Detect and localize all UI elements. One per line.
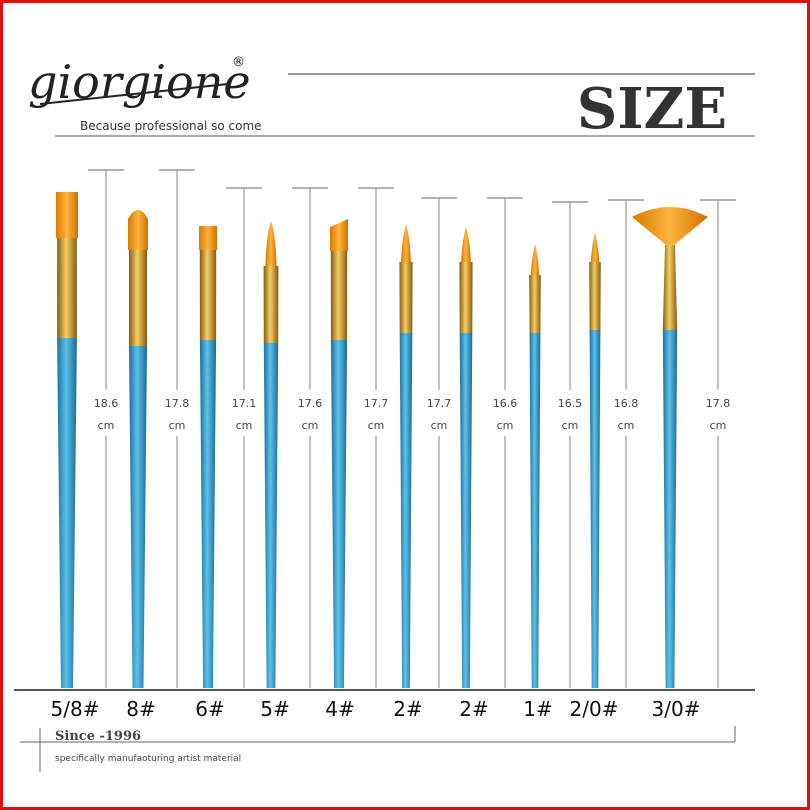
ferrule [199,250,217,340]
handle [263,343,279,688]
brushes: 18.6 cm 5/8# 17.8 cm 8# 17.1 cm 6# 17.6 cm 5# 17.7 cm… [51,169,736,721]
length: 16.6 [493,397,518,410]
handle [529,333,541,688]
bristles [330,219,348,251]
ferrule [459,262,473,333]
brand-swash [39,83,229,105]
label-bg [228,390,260,436]
handle [459,333,473,688]
label-bg [489,390,521,436]
label-bg [294,390,326,436]
bristles [265,221,277,266]
label-bg [90,390,122,436]
handle [330,340,348,688]
brand: giorgione [28,55,251,109]
handle [129,346,147,688]
bristles [530,244,540,275]
length: 17.1 [232,397,257,410]
bristles [401,224,411,262]
length: 17.8 [706,397,731,410]
unit: cm [236,419,253,432]
label-bg [423,390,455,436]
label-bg [702,390,734,436]
brush-size: 3/0# [652,697,701,721]
bristles [461,227,471,262]
ferrule [330,251,348,340]
length: 18.6 [94,397,119,410]
unit: cm [368,419,385,432]
unit: cm [618,419,635,432]
label-bg [610,390,642,436]
since: Since -1996 [55,729,141,744]
ferrule [57,238,77,338]
unit: cm [302,419,319,432]
label-bg [554,390,586,436]
tagline: Because professional so come [80,119,262,133]
unit: cm [497,419,514,432]
bristles [632,207,708,245]
brush-size: 2# [393,697,422,721]
brush-size: 5# [260,697,289,721]
handle [399,333,413,688]
ferrule [589,262,601,330]
brush-size: 5/8# [51,697,100,721]
handle [199,340,217,688]
title: SIZE [577,76,727,142]
bristles [590,232,600,262]
brush-size: 1# [523,697,552,721]
unit: cm [98,419,115,432]
ferrule [399,262,413,333]
brush-size: 8# [126,697,155,721]
trademark: ® [232,55,245,70]
brush-size: 4# [325,697,354,721]
length: 16.5 [558,397,583,410]
length: 17.8 [165,397,190,410]
length: 16.8 [614,397,639,410]
unit: cm [431,419,448,432]
length: 17.7 [364,397,389,410]
brush-size: 2/0# [570,697,619,721]
length: 17.6 [298,397,323,410]
handle [662,330,678,688]
ferrule [263,266,279,343]
label-bg [161,390,193,436]
handle [57,338,77,688]
unit: cm [169,419,186,432]
handle [589,330,601,688]
bristles [56,192,78,238]
unit: cm [710,419,727,432]
length: 17.7 [427,397,452,410]
ferrule [129,250,147,346]
ferrule [529,275,541,333]
label-bg [360,390,392,436]
bristles [128,210,148,250]
bristles [199,226,217,250]
ferrule [662,245,678,330]
footer-note: specifically manufaoturing artist materi… [55,754,241,764]
brush-size: 2# [459,697,488,721]
brush-size: 6# [195,697,224,721]
unit: cm [562,419,579,432]
